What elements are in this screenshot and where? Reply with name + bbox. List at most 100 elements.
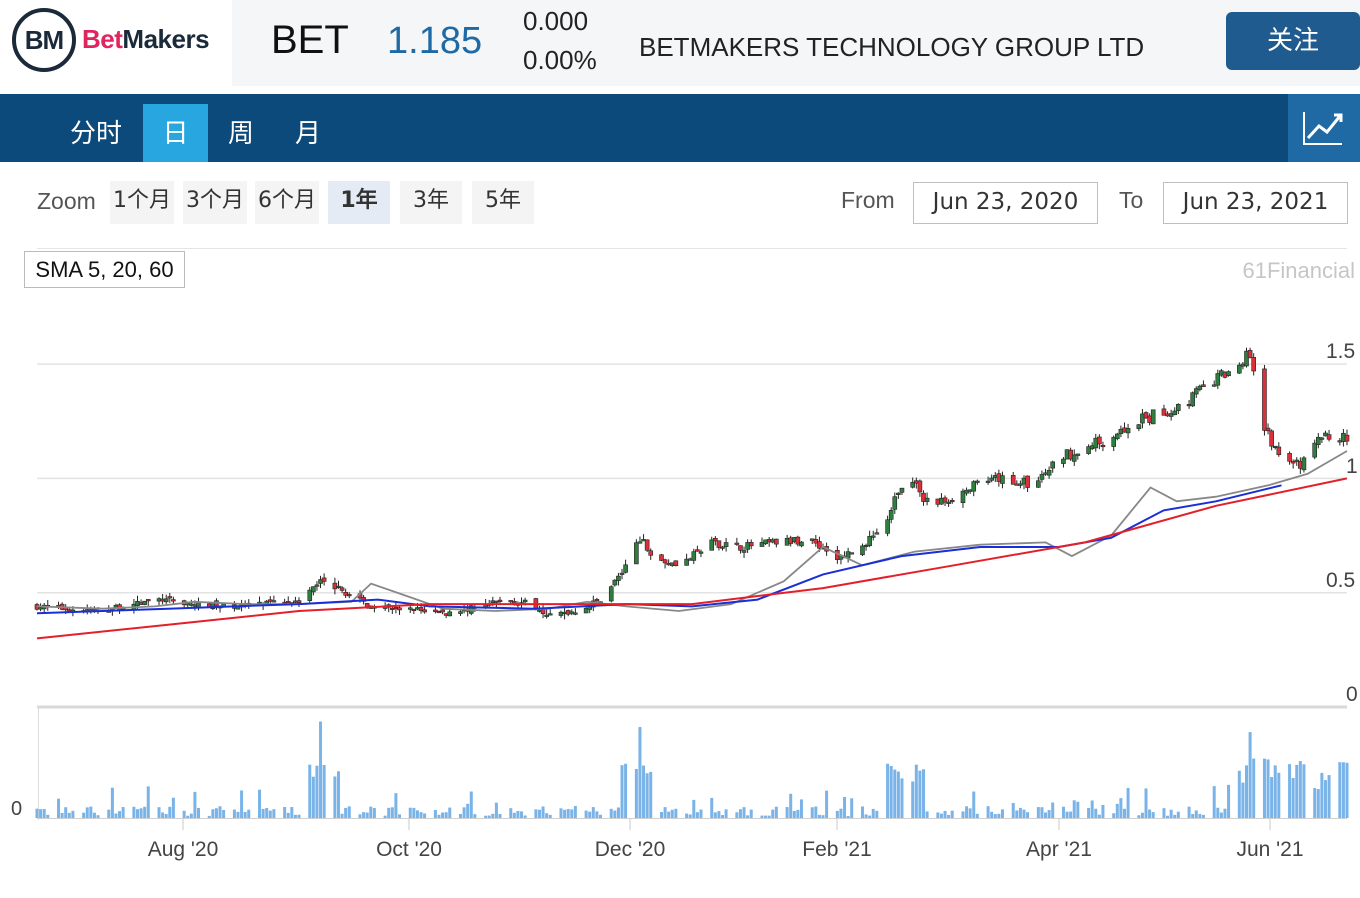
tab-daily[interactable]: 日 <box>143 104 208 162</box>
candle-down <box>716 540 722 548</box>
candle-down <box>1265 427 1271 432</box>
candle-up <box>1301 457 1307 471</box>
volume-bar <box>893 769 897 818</box>
volume-bar <box>1212 786 1216 818</box>
volume-bar <box>1298 761 1302 818</box>
zoom-5y-button[interactable]: 5年 <box>472 181 534 224</box>
volume-bar <box>1320 772 1324 818</box>
volume-bar <box>1187 806 1191 818</box>
volume-bar <box>107 809 111 818</box>
candle-up <box>885 519 890 534</box>
price-tick-label: 0.5 <box>1326 569 1355 592</box>
volume-bar <box>412 807 416 818</box>
candle-down <box>713 538 718 542</box>
volume-bar <box>433 809 437 818</box>
candle-down <box>817 541 822 549</box>
volume-bar <box>760 815 764 818</box>
volume-bar <box>746 815 750 818</box>
logo-wordmark-makers: Makers <box>122 24 210 54</box>
volume-bar <box>1047 810 1051 818</box>
volume-bar <box>222 809 226 818</box>
candle-up <box>458 611 463 614</box>
volume-bar <box>57 798 61 818</box>
volume-bar <box>774 806 778 818</box>
chart-type-toggle[interactable] <box>1288 94 1360 162</box>
candle-down <box>343 591 348 596</box>
volume-bar <box>573 806 577 818</box>
volume-bar <box>297 814 301 818</box>
volume-bar <box>821 815 825 818</box>
volume-bar <box>972 791 976 818</box>
to-date-input[interactable]: Jun 23, 2021 <box>1163 182 1348 224</box>
candle-down <box>296 600 302 604</box>
volume-bar <box>42 809 46 818</box>
volume-bar <box>67 812 71 818</box>
candle-down <box>1010 475 1016 485</box>
volume-bar <box>358 814 362 818</box>
candle-down <box>648 550 654 556</box>
candle-down <box>1344 434 1350 442</box>
candle-up <box>892 496 898 510</box>
candle-up <box>522 599 528 603</box>
date-tick-label: Feb '21 <box>802 838 871 861</box>
candle-up <box>896 492 901 495</box>
volume-bar <box>1262 758 1266 818</box>
volume-bar <box>1166 815 1170 818</box>
from-date-input[interactable]: Jun 23, 2020 <box>913 182 1098 224</box>
candle-up <box>849 552 855 555</box>
volume-bar <box>265 808 269 818</box>
volume-bar <box>685 813 689 818</box>
volume-bar <box>487 815 491 818</box>
zoom-3y-button[interactable]: 3年 <box>400 181 462 224</box>
volume-bar <box>114 813 118 818</box>
candle-up <box>867 536 872 546</box>
date-tick-label: Apr '21 <box>1026 838 1092 861</box>
ticker-symbol: BET <box>271 18 349 62</box>
candle-down <box>1287 453 1292 462</box>
candle-up <box>985 480 991 483</box>
volume-bar <box>1162 808 1166 818</box>
volume-bar <box>825 790 829 818</box>
candle-up <box>975 480 980 483</box>
tab-intraday[interactable]: 分时 <box>69 119 122 149</box>
candle-down <box>1251 356 1256 372</box>
zoom-1m-button[interactable]: 1个月 <box>110 181 174 224</box>
volume-bar <box>1044 812 1048 818</box>
candle-up <box>1172 410 1178 416</box>
volume-bar <box>810 807 814 818</box>
candle-up <box>1071 454 1077 462</box>
volume-bar <box>871 808 875 818</box>
follow-button[interactable]: 关注 <box>1226 12 1360 70</box>
sma-indicator-box[interactable]: SMA 5, 20, 60 <box>24 251 185 288</box>
zoom-3m-button[interactable]: 3个月 <box>183 181 247 224</box>
candle-down <box>346 594 352 597</box>
tab-weekly[interactable]: 周 <box>227 119 254 149</box>
candle-up <box>407 607 413 610</box>
volume-bar <box>563 809 567 818</box>
zoom-6m-button[interactable]: 6个月 <box>255 181 319 224</box>
volume-bar <box>82 812 86 818</box>
tab-monthly[interactable]: 月 <box>294 119 321 149</box>
volume-bar <box>939 813 943 818</box>
from-label: From <box>841 187 895 213</box>
candle-down <box>659 554 664 561</box>
volume-bar <box>624 763 628 818</box>
zoom-1y-button[interactable]: 1年 <box>328 181 390 224</box>
volume-bar <box>889 765 893 818</box>
volume-bar <box>214 808 218 818</box>
volume-bar <box>674 808 678 818</box>
candle-down <box>1262 368 1267 431</box>
volume-bar <box>860 806 864 818</box>
volume-bar <box>850 798 854 818</box>
volume-bar <box>308 764 312 818</box>
betmakers-logo[interactable]: BM BetMakers <box>10 6 225 76</box>
volume-bar <box>523 815 527 818</box>
candle-up <box>989 477 994 481</box>
candle-up <box>336 585 341 588</box>
candle-down <box>738 545 743 551</box>
volume-bar <box>89 806 93 818</box>
candle-up <box>899 487 905 493</box>
volume-bar <box>1148 809 1152 818</box>
volume-bar <box>1026 812 1030 818</box>
